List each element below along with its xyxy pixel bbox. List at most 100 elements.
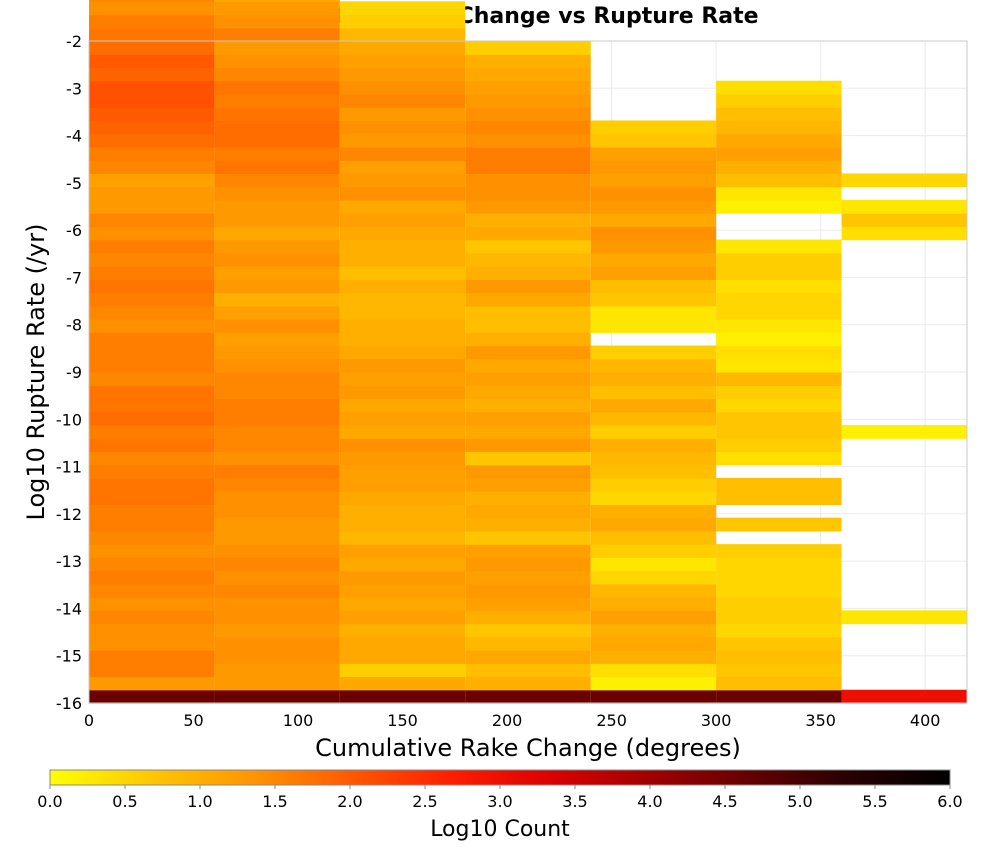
heatmap-cell bbox=[465, 623, 591, 638]
x-axis-label: Cumulative Rake Change (degrees) bbox=[315, 734, 741, 762]
heatmap-cell bbox=[214, 477, 340, 492]
heatmap-cell bbox=[214, 14, 340, 29]
heatmap-cell bbox=[89, 292, 215, 307]
colorbar-tick-label: 1.0 bbox=[187, 792, 212, 811]
heatmap-cell bbox=[465, 650, 591, 664]
heatmap-cell bbox=[590, 610, 717, 625]
heatmap-cell bbox=[716, 689, 842, 704]
x-axis-ticks: 0 50 100 150 200 250 300 350 400 bbox=[84, 711, 941, 730]
heatmap-cell bbox=[465, 146, 591, 161]
heatmap-cell bbox=[716, 199, 842, 214]
heatmap-cell bbox=[339, 54, 466, 69]
heatmap-cell bbox=[89, 120, 215, 135]
heatmap-cell bbox=[590, 239, 717, 254]
heatmap-cell bbox=[339, 438, 466, 453]
heatmap-cell bbox=[590, 305, 717, 320]
heatmap-cell bbox=[590, 491, 717, 505]
heatmap-cell bbox=[214, 1, 340, 16]
heatmap-cell bbox=[89, 14, 215, 29]
heatmap-cell bbox=[716, 517, 842, 532]
heatmap-cell bbox=[339, 107, 466, 122]
heatmap-cell bbox=[716, 544, 842, 558]
colorbar-tick-label: 2.5 bbox=[412, 792, 437, 811]
heatmap-cell bbox=[339, 199, 466, 214]
heatmap-cell bbox=[214, 451, 340, 466]
heatmap-cell bbox=[339, 266, 466, 280]
heatmap-cell bbox=[590, 226, 717, 241]
heatmap-cell bbox=[465, 266, 591, 280]
heatmap-cell bbox=[214, 319, 340, 333]
heatmap-cell bbox=[339, 623, 466, 638]
heatmap-cell bbox=[716, 93, 842, 108]
heatmap-cell bbox=[89, 146, 215, 161]
heatmap-cell bbox=[339, 213, 466, 227]
heatmap-cell bbox=[214, 597, 340, 611]
heatmap-cell bbox=[339, 597, 466, 611]
heatmap-cell bbox=[214, 636, 340, 651]
heatmap-cell bbox=[214, 279, 340, 294]
heatmap-cell bbox=[214, 173, 340, 188]
y-tick-label: -5 bbox=[66, 174, 82, 193]
heatmap-cell bbox=[89, 557, 215, 572]
heatmap-cell bbox=[465, 504, 591, 519]
heatmap-cell bbox=[339, 530, 466, 545]
colorbar-tick-label: 0.5 bbox=[112, 792, 137, 811]
heatmap-cell bbox=[214, 557, 340, 572]
heatmap-cell bbox=[214, 266, 340, 280]
heatmap-cell bbox=[339, 689, 466, 704]
heatmap-cell bbox=[716, 451, 842, 466]
heatmap-cell bbox=[214, 372, 340, 386]
heatmap-cell bbox=[465, 424, 591, 439]
heatmap-cell bbox=[214, 213, 340, 227]
heatmap-cell bbox=[590, 557, 717, 572]
heatmap-cell bbox=[716, 650, 842, 664]
colorbar-tick-label: 2.0 bbox=[337, 792, 362, 811]
heatmap-cell bbox=[465, 173, 591, 188]
heatmap-cell bbox=[339, 544, 466, 558]
heatmap-cells bbox=[89, 0, 967, 704]
heatmap-cell bbox=[590, 504, 717, 519]
heatmap-cell bbox=[339, 385, 466, 400]
heatmap-cell bbox=[89, 385, 215, 400]
heatmap-cell bbox=[214, 93, 340, 108]
heatmap-cell bbox=[716, 319, 842, 333]
heatmap-cell bbox=[465, 41, 591, 55]
heatmap-cell bbox=[465, 464, 591, 479]
x-tick-label: 50 bbox=[183, 711, 203, 730]
heatmap-cell bbox=[716, 372, 842, 386]
heatmap-cell bbox=[716, 424, 842, 439]
heatmap-cell bbox=[716, 438, 842, 453]
heatmap-cell bbox=[89, 160, 215, 174]
heatmap-cell bbox=[716, 477, 842, 492]
heatmap-cell bbox=[214, 650, 340, 664]
heatmap-cell bbox=[89, 398, 215, 413]
heatmap-cell bbox=[590, 160, 717, 174]
heatmap-cell bbox=[89, 239, 215, 254]
heatmap-cell bbox=[716, 583, 842, 598]
colorbar-label: Log10 Count bbox=[430, 817, 570, 842]
heatmap-cell bbox=[590, 213, 717, 227]
heatmap-cell bbox=[465, 213, 591, 227]
heatmap-cell bbox=[339, 27, 466, 42]
heatmap-cell bbox=[716, 80, 842, 95]
heatmap-cell bbox=[716, 636, 842, 651]
colorbar-tick-label: 5.0 bbox=[787, 792, 812, 811]
heatmap-cell bbox=[339, 279, 466, 294]
heatmap-cell bbox=[89, 597, 215, 611]
x-tick-label: 0 bbox=[84, 711, 94, 730]
heatmap-cell bbox=[841, 689, 967, 704]
x-tick-label: 350 bbox=[805, 711, 836, 730]
heatmap-cell bbox=[214, 385, 340, 400]
heatmap-cell bbox=[465, 252, 591, 267]
heatmap-cell bbox=[339, 319, 466, 333]
heatmap-cell bbox=[465, 332, 591, 347]
y-tick-label: -6 bbox=[66, 221, 82, 240]
heatmap-cell bbox=[214, 80, 340, 95]
heatmap-cell bbox=[716, 491, 842, 505]
heatmap-cell bbox=[339, 398, 466, 413]
heatmap-cell bbox=[89, 27, 215, 42]
heatmap-cell bbox=[214, 504, 340, 519]
heatmap-cell bbox=[590, 464, 717, 479]
heatmap-cell bbox=[465, 583, 591, 598]
heatmap-cell bbox=[716, 160, 842, 174]
